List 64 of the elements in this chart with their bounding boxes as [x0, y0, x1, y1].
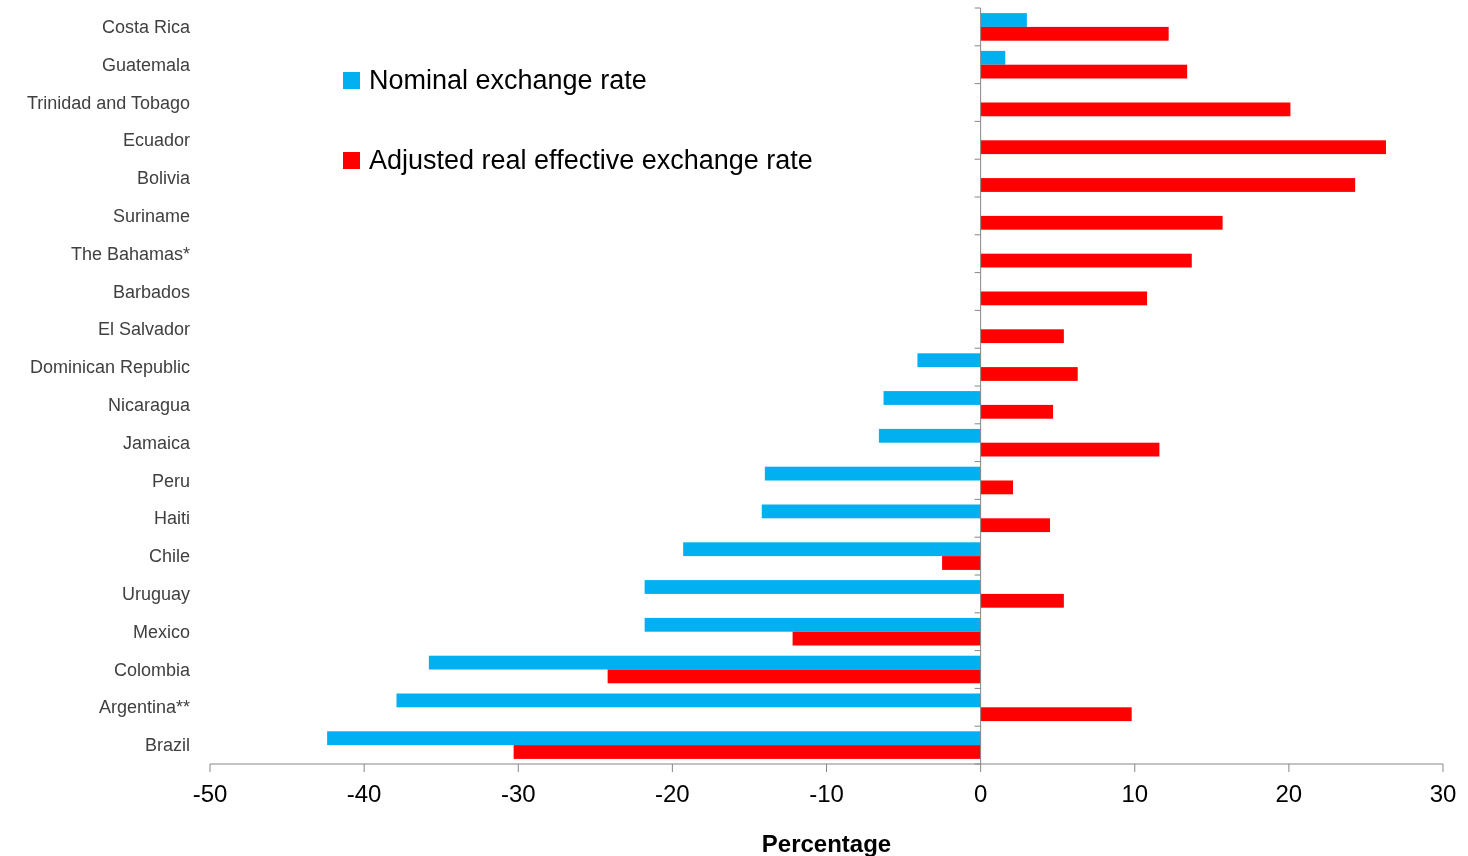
- x-tick-label: 20: [1275, 780, 1303, 807]
- bar: [980, 329, 1064, 344]
- y-tick-label: Argentina**: [98, 697, 190, 718]
- bar: [980, 50, 1006, 65]
- x-tick-label: 0: [973, 780, 988, 807]
- bar: [644, 580, 981, 594]
- bar: [980, 442, 1160, 457]
- bar: [764, 466, 981, 481]
- y-tick-label: Mexico: [132, 621, 190, 642]
- x-tick-label: -20: [655, 780, 690, 807]
- bar: [980, 593, 1064, 608]
- y-tick-label: Chile: [148, 546, 190, 567]
- y-tick-label: Costa Rica: [101, 16, 191, 37]
- bar: [878, 428, 981, 443]
- x-tick-label: 30: [1429, 780, 1457, 807]
- bar: [980, 140, 1386, 155]
- bar: [428, 655, 981, 670]
- bar: [980, 518, 1050, 533]
- bar: [980, 707, 1132, 722]
- bar: [396, 693, 981, 708]
- bar: [980, 26, 1169, 41]
- y-tick-label: Haiti: [153, 508, 190, 529]
- y-tick-label: The Bahamas*: [70, 243, 190, 264]
- bar: [980, 480, 1013, 495]
- y-tick-label: El Salvador: [97, 319, 190, 340]
- bar: [683, 542, 981, 557]
- y-tick-label: Trinidad and Tobago: [26, 92, 190, 113]
- y-tick-label: Colombia: [113, 659, 191, 680]
- bar: [980, 291, 1148, 306]
- x-tick-label: -40: [346, 780, 382, 807]
- bar: [917, 353, 981, 368]
- bar: [644, 617, 981, 632]
- bar: [980, 178, 1356, 192]
- x-tick-label: -50: [192, 780, 228, 807]
- x-tick-label: 10: [1121, 780, 1149, 807]
- y-tick-label: Ecuador: [122, 130, 190, 151]
- bar: [942, 556, 981, 570]
- bar: [761, 504, 981, 519]
- y-tick-label: Guatemala: [101, 54, 191, 75]
- y-tick-label: Suriname: [112, 205, 190, 226]
- bar: [980, 215, 1223, 230]
- bar: [513, 745, 981, 759]
- legend-label: Nominal exchange rate: [369, 65, 647, 95]
- y-tick-label: Jamaica: [122, 432, 191, 453]
- x-tick-label: -10: [809, 780, 844, 807]
- bar: [327, 731, 981, 746]
- legend-label: Adjusted real effective exchange rate: [369, 145, 813, 175]
- y-tick-label: Nicaragua: [107, 394, 191, 415]
- bar: [792, 631, 981, 646]
- y-tick-label: Brazil: [144, 735, 190, 756]
- bar: [883, 391, 981, 405]
- bar: [980, 13, 1027, 27]
- bar: [980, 367, 1078, 381]
- bar: [980, 64, 1188, 79]
- y-tick-label: Bolivia: [136, 168, 191, 189]
- bar: [980, 253, 1192, 268]
- y-tick-label: Peru: [151, 470, 190, 491]
- y-tick-label: Uruguay: [121, 583, 190, 604]
- bar: [607, 669, 981, 684]
- y-tick-label: Barbados: [112, 281, 190, 302]
- bar: [980, 102, 1291, 117]
- bar: [980, 404, 1054, 419]
- x-tick-label: -30: [500, 780, 536, 807]
- y-tick-label: Dominican Republic: [29, 357, 190, 378]
